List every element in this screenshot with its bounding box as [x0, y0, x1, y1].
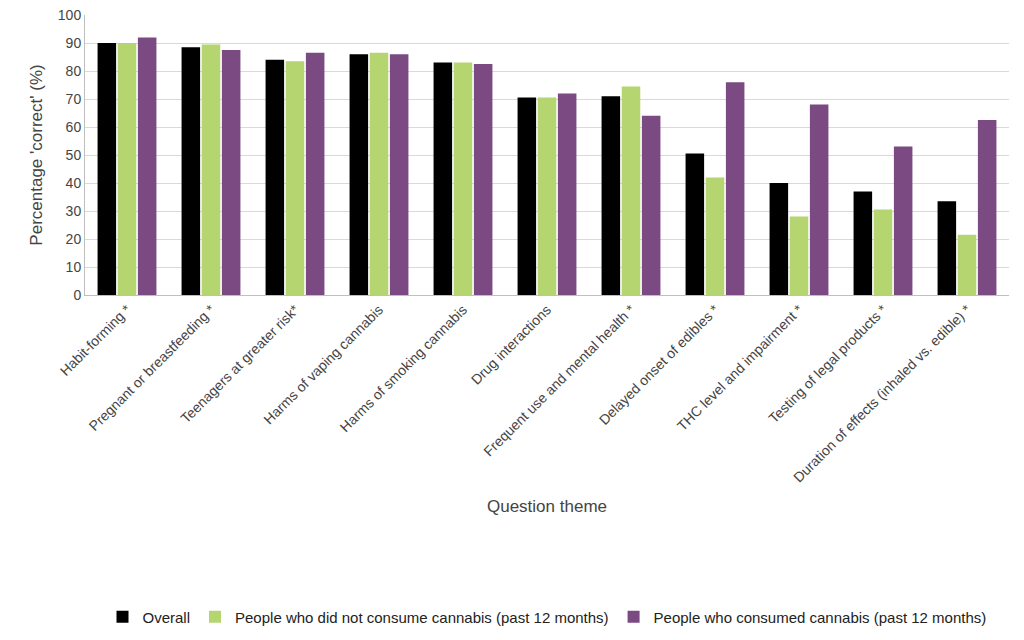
- svg-text:Duration of effects (inhaled v: Duration of effects (inhaled vs. edible)…: [790, 301, 974, 485]
- svg-text:Harms of smoking cannabis: Harms of smoking cannabis: [337, 302, 470, 435]
- svg-text:People who did not consume can: People who did not consume cannabis (pas…: [235, 609, 609, 626]
- svg-text:50: 50: [66, 147, 82, 163]
- svg-text:70: 70: [66, 91, 82, 107]
- svg-text:Delayed onset of edibles *: Delayed onset of edibles *: [596, 301, 723, 428]
- svg-text:10: 10: [66, 259, 82, 275]
- svg-text:Teenagers at greater risk*: Teenagers at greater risk*: [177, 301, 302, 426]
- svg-text:Question theme: Question theme: [487, 497, 607, 516]
- svg-text:Percentage 'correct' (%): Percentage 'correct' (%): [27, 64, 46, 245]
- svg-text:40: 40: [66, 175, 82, 191]
- svg-text:Pregnant or breastfeeding *: Pregnant or breastfeeding *: [86, 301, 219, 434]
- svg-text:20: 20: [66, 231, 82, 247]
- svg-text:0: 0: [73, 287, 81, 303]
- svg-text:People who consumed cannabis (: People who consumed cannabis (past 12 mo…: [654, 609, 987, 626]
- svg-text:Overall: Overall: [143, 609, 191, 626]
- svg-text:90: 90: [66, 35, 82, 51]
- svg-text:Frequent use and mental health: Frequent use and mental health *: [480, 301, 638, 459]
- svg-text:30: 30: [66, 203, 82, 219]
- svg-text:THC level and impairment *: THC level and impairment *: [674, 301, 807, 434]
- svg-text:Harms of vaping cannabis: Harms of vaping cannabis: [260, 302, 386, 428]
- svg-text:Drug interactions: Drug interactions: [468, 302, 554, 388]
- svg-text:60: 60: [66, 119, 82, 135]
- svg-text:80: 80: [66, 63, 82, 79]
- svg-text:Habit-forming *: Habit-forming *: [57, 301, 135, 379]
- svg-text:100: 100: [58, 7, 82, 23]
- svg-text:Testing of legal products *: Testing of legal products *: [765, 301, 890, 426]
